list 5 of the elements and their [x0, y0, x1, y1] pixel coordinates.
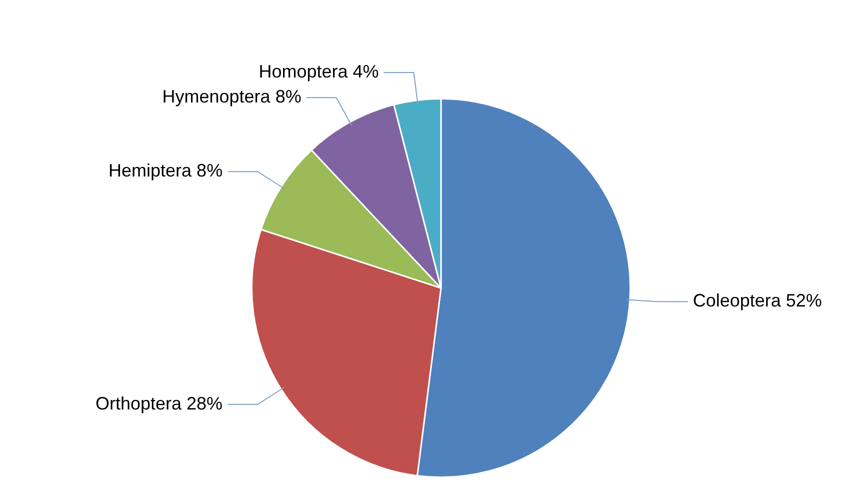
slice-label: Hymenoptera 8% [162, 86, 302, 107]
slice-label: Coleoptera 52% [692, 290, 822, 311]
slice-label: Hemiptera 8% [108, 160, 223, 181]
slice-label: Orthoptera 28% [95, 393, 223, 414]
slice-label: Homoptera 4% [258, 61, 379, 82]
